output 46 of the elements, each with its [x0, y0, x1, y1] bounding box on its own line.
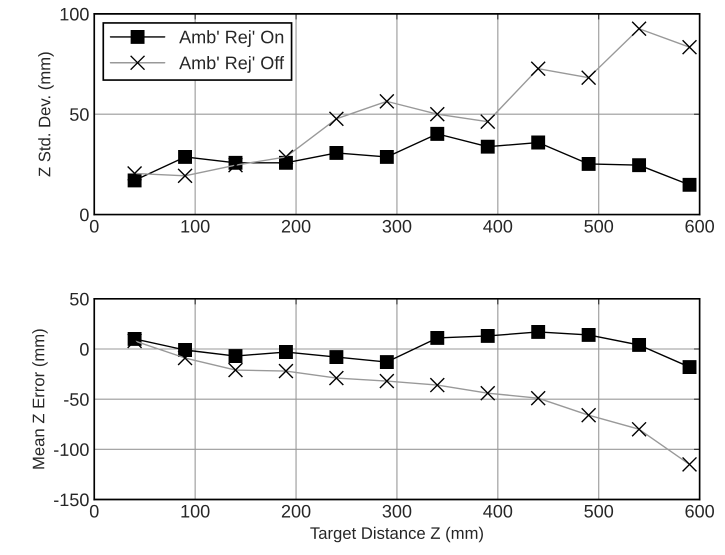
point [480, 329, 495, 343]
x-tick-label: 400 [483, 220, 512, 233]
x-tick-label: 500 [584, 220, 614, 233]
point [682, 360, 696, 374]
x-tick-label: 0 [90, 504, 99, 518]
y-axis-title: Mean Z Error (mm) [32, 329, 48, 469]
y-tick-label: -100 [54, 443, 89, 456]
point [531, 324, 546, 339]
point [380, 150, 394, 164]
point [178, 150, 192, 164]
y-tick-label: 50 [70, 108, 89, 121]
x-tick-label: 300 [382, 504, 412, 518]
y-tick-label: 0 [80, 342, 89, 356]
legend-label: Amb' Rej' On [179, 30, 284, 47]
x-axis-title: Target Distance Z (mm) [310, 526, 483, 542]
point [279, 345, 293, 359]
point [531, 136, 546, 150]
point [480, 140, 495, 154]
point [329, 146, 344, 160]
x-tick-label: 0 [90, 220, 99, 233]
x-tick-label: 600 [685, 504, 714, 518]
point [228, 349, 242, 363]
point [380, 355, 394, 369]
y-tick-label: 100 [60, 8, 89, 21]
x-tick-label: 200 [282, 220, 310, 233]
point [582, 157, 596, 171]
y-tick-label: -50 [64, 393, 89, 406]
x-tick-label: 300 [382, 220, 412, 233]
point [632, 158, 646, 172]
point [329, 350, 344, 364]
point [682, 178, 696, 192]
y-tick-label: 0 [80, 208, 89, 222]
y-axis-title: Z Std. Dev. (mm) [38, 52, 54, 176]
point [632, 338, 646, 352]
point [430, 331, 444, 345]
legend-label: Amb' Rej' Off [179, 56, 284, 73]
x-tick-label: 400 [483, 504, 512, 518]
x-tick-label: 500 [584, 504, 614, 518]
y-tick-label: 50 [70, 292, 89, 306]
point [582, 328, 596, 342]
point [430, 126, 444, 141]
x-tick-label: 100 [181, 220, 210, 233]
x-tick-label: 600 [685, 220, 714, 233]
x-tick-label: 200 [282, 504, 310, 518]
y-tick-label: -150 [54, 493, 89, 506]
x-tick-label: 100 [181, 504, 210, 518]
